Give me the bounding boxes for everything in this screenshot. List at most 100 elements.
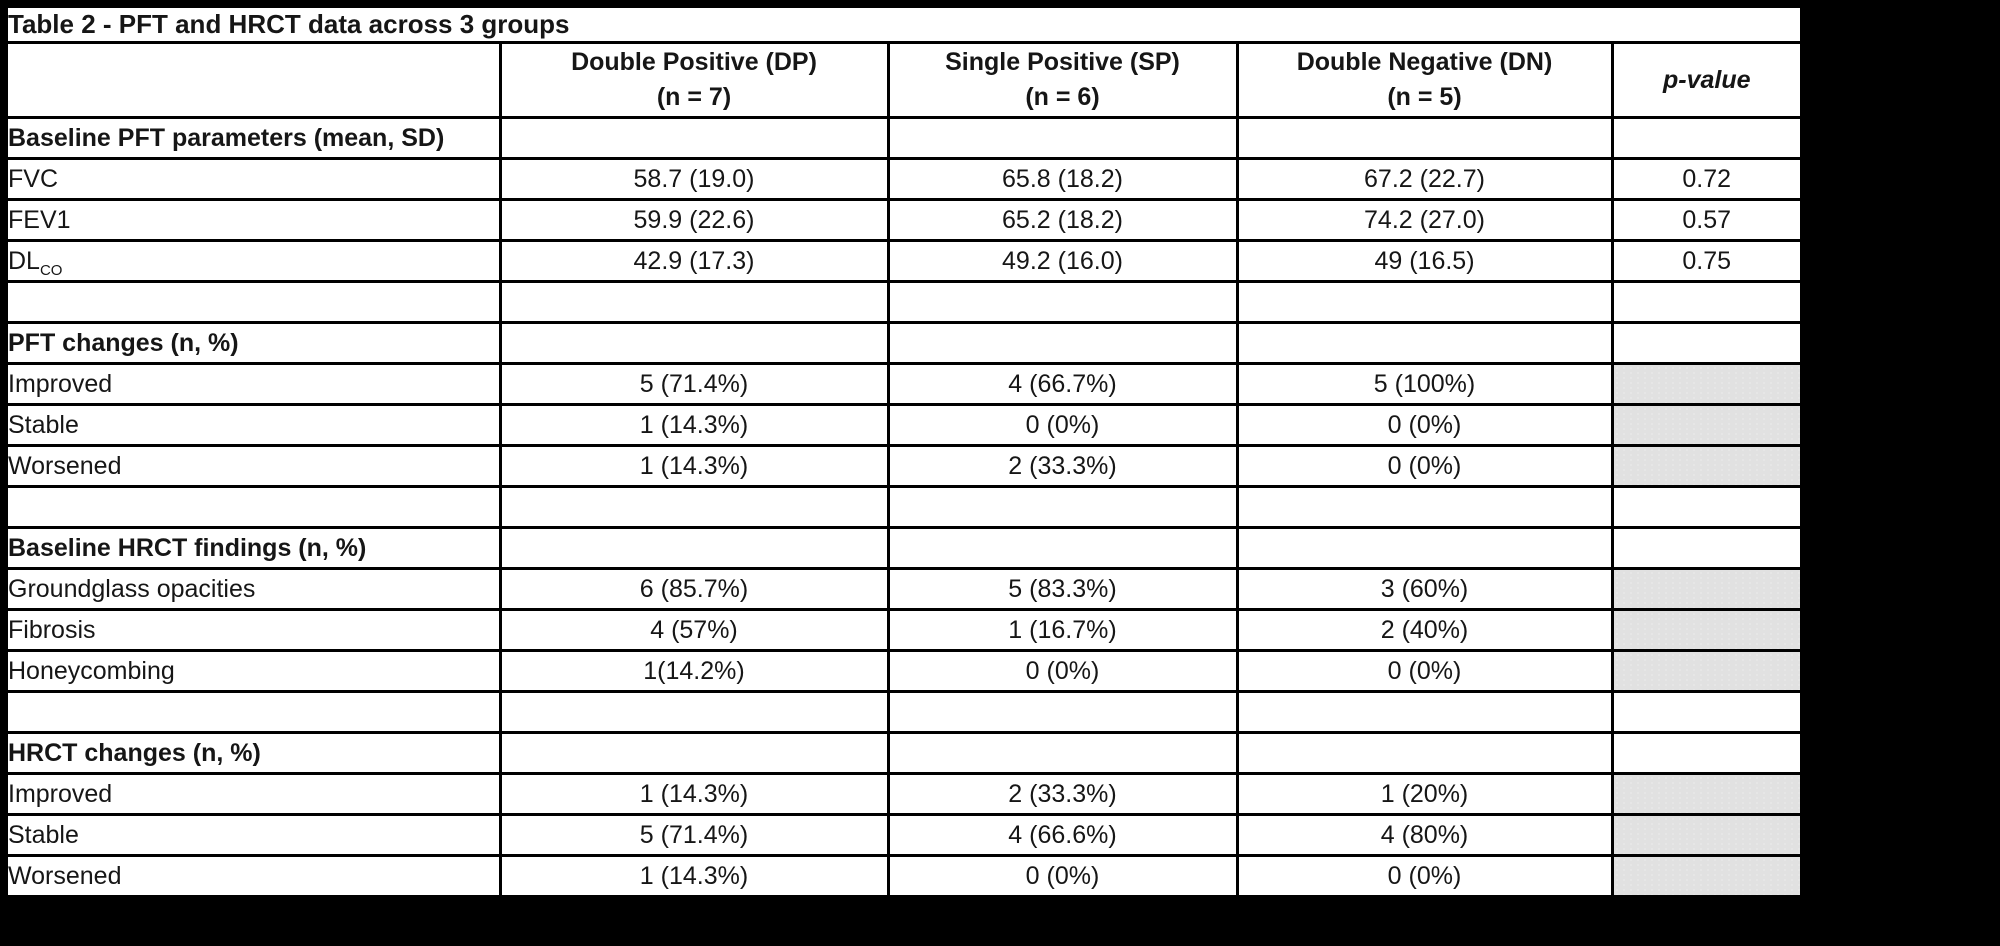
dp-cell: 59.9 (22.6) — [498, 198, 890, 242]
dp-cell — [498, 321, 890, 365]
header-dn-cell: Double Negative (DN) (n = 5) — [1235, 41, 1614, 119]
dp-cell: 4 (57%) — [498, 608, 890, 652]
blank-row — [4, 690, 1804, 734]
dn-cell — [1235, 690, 1614, 734]
header-dp-n: (n = 7) — [656, 83, 732, 111]
pvalue-cell-shaded — [1610, 403, 1804, 447]
sp-cell: 1 (16.7%) — [886, 608, 1239, 652]
dp-cell — [498, 485, 890, 529]
header-sp-name: Single Positive (SP) — [945, 48, 1180, 76]
row-label — [4, 690, 502, 734]
dp-cell — [498, 280, 890, 324]
row-label: FEV1 — [4, 198, 502, 242]
dn-cell: 1 (20%) — [1235, 772, 1614, 816]
dn-cell — [1235, 116, 1614, 160]
data-row-pft-stable: Stable 1 (14.3%) 0 (0%) 0 (0%) — [4, 403, 1804, 447]
row-label: FVC — [4, 157, 502, 201]
pvalue-cell — [1610, 526, 1804, 570]
dn-cell — [1235, 526, 1614, 570]
row-label — [4, 485, 502, 529]
sp-cell — [886, 116, 1239, 160]
data-row-pft-worsened: Worsened 1 (14.3%) 2 (33.3%) 0 (0%) — [4, 444, 1804, 488]
pvalue-cell — [1610, 485, 1804, 529]
pvalue-cell — [1610, 116, 1804, 160]
dn-cell: 5 (100%) — [1235, 362, 1614, 406]
sp-cell — [886, 731, 1239, 775]
data-row-fev1: FEV1 59.9 (22.6) 65.2 (18.2) 74.2 (27.0)… — [4, 198, 1804, 242]
sp-cell: 0 (0%) — [886, 403, 1239, 447]
dn-cell: 0 (0%) — [1235, 403, 1614, 447]
sp-cell — [886, 526, 1239, 570]
pvalue-cell-shaded — [1610, 608, 1804, 652]
row-label: Honeycombing — [4, 649, 502, 693]
pvalue-cell — [1610, 731, 1804, 775]
dlco-subscript: CO — [39, 261, 63, 279]
sp-cell — [886, 690, 1239, 734]
pvalue-cell-shaded — [1610, 813, 1804, 857]
sp-cell: 2 (33.3%) — [886, 444, 1239, 488]
header-empty-cell — [4, 41, 502, 119]
pvalue-cell-shaded — [1610, 649, 1804, 693]
dn-cell — [1235, 321, 1614, 365]
dlco-label: DL — [8, 246, 40, 275]
sp-cell: 2 (33.3%) — [886, 772, 1239, 816]
dp-cell: 1(14.2%) — [498, 649, 890, 693]
dp-cell — [498, 116, 890, 160]
row-label: Stable — [4, 813, 502, 857]
row-label: Improved — [4, 362, 502, 406]
header-sp-cell: Single Positive (SP) (n = 6) — [886, 41, 1239, 119]
dn-cell — [1235, 280, 1614, 324]
dn-cell: 4 (80%) — [1235, 813, 1614, 857]
dn-cell: 0 (0%) — [1235, 649, 1614, 693]
row-label: Worsened — [4, 854, 502, 899]
dn-cell: 3 (60%) — [1235, 567, 1614, 611]
sp-cell: 5 (83.3%) — [886, 567, 1239, 611]
row-label — [4, 280, 502, 324]
pvalue-cell: 0.72 — [1610, 157, 1804, 201]
data-row-hrct-stable: Stable 5 (71.4%) 4 (66.6%) 4 (80%) — [4, 813, 1804, 857]
dn-cell — [1235, 731, 1614, 775]
section-row-pft-changes: PFT changes (n, %) — [4, 321, 1804, 365]
dn-cell: 74.2 (27.0) — [1235, 198, 1614, 242]
table-title: Table 2 - PFT and HRCT data across 3 gro… — [4, 4, 1804, 44]
sp-cell: 4 (66.6%) — [886, 813, 1239, 857]
header-dp-name: Double Positive (DP) — [571, 48, 817, 76]
section-label: HRCT changes (n, %) — [4, 731, 502, 775]
sp-cell: 49.2 (16.0) — [886, 239, 1239, 283]
sp-cell: 0 (0%) — [886, 854, 1239, 899]
blank-row — [4, 280, 1804, 324]
dn-cell: 0 (0%) — [1235, 854, 1614, 899]
dp-cell: 1 (14.3%) — [498, 444, 890, 488]
dp-cell: 1 (14.3%) — [498, 854, 890, 899]
data-row-hrct-worsened: Worsened 1 (14.3%) 0 (0%) 0 (0%) — [4, 854, 1804, 899]
data-row-hrct-improved: Improved 1 (14.3%) 2 (33.3%) 1 (20%) — [4, 772, 1804, 816]
data-row-groundglass: Groundglass opacities 6 (85.7%) 5 (83.3%… — [4, 567, 1804, 611]
data-row-honeycombing: Honeycombing 1(14.2%) 0 (0%) 0 (0%) — [4, 649, 1804, 693]
dp-cell — [498, 526, 890, 570]
data-row-dlco: DLCO 42.9 (17.3) 49.2 (16.0) 49 (16.5) 0… — [4, 239, 1804, 283]
header-dn-name: Double Negative (DN) — [1296, 48, 1553, 76]
row-label: Worsened — [4, 444, 502, 488]
section-label: Baseline HRCT findings (n, %) — [4, 526, 502, 570]
header-dp-cell: Double Positive (DP) (n = 7) — [498, 41, 890, 119]
section-label: PFT changes (n, %) — [4, 321, 502, 365]
data-row-fvc: FVC 58.7 (19.0) 65.8 (18.2) 67.2 (22.7) … — [4, 157, 1804, 201]
pvalue-cell — [1610, 690, 1804, 734]
pft-hrct-data-table: Table 2 - PFT and HRCT data across 3 gro… — [4, 4, 1804, 899]
row-label: Groundglass opacities — [4, 567, 502, 611]
pvalue-cell-shaded — [1610, 854, 1804, 899]
section-label: Baseline PFT parameters (mean, SD) — [4, 116, 502, 160]
row-label: Stable — [4, 403, 502, 447]
row-label: DLCO — [4, 239, 502, 283]
section-row-baseline-hrct: Baseline HRCT findings (n, %) — [4, 526, 1804, 570]
sp-cell — [886, 280, 1239, 324]
dp-cell — [498, 690, 890, 734]
dp-cell: 1 (14.3%) — [498, 772, 890, 816]
header-row: Double Positive (DP) (n = 7) Single Posi… — [4, 41, 1804, 119]
dp-cell: 1 (14.3%) — [498, 403, 890, 447]
data-row-fibrosis: Fibrosis 4 (57%) 1 (16.7%) 2 (40%) — [4, 608, 1804, 652]
sp-cell: 65.2 (18.2) — [886, 198, 1239, 242]
pvalue-cell-shaded — [1610, 772, 1804, 816]
pvalue-cell-shaded — [1610, 567, 1804, 611]
